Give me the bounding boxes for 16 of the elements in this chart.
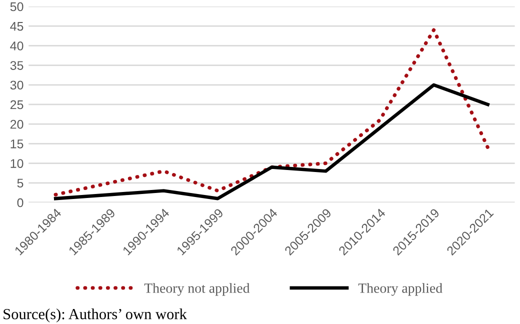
- y-tick-label: 5: [17, 178, 24, 188]
- y-tick-label: 35: [10, 61, 24, 70]
- y-tick-label: 15: [10, 140, 24, 148]
- line-series: [54, 28, 490, 196]
- y-tick-label: 20: [10, 120, 24, 129]
- y-tick-label: 45: [10, 22, 24, 31]
- y-tick-label: 30: [10, 80, 24, 90]
- y-tick-label: 0: [17, 198, 24, 208]
- y-tick-label: 40: [10, 41, 24, 50]
- source-note: Source(s): Authors’ own work: [4, 308, 187, 322]
- legend-label: Theory applied: [358, 283, 442, 296]
- y-tick-label: 50: [10, 2, 24, 12]
- legend-label: Theory not applied: [144, 283, 250, 296]
- y-tick-label: 25: [10, 100, 24, 110]
- y-tick-label: 10: [10, 159, 24, 168]
- line-series: [54, 83, 490, 200]
